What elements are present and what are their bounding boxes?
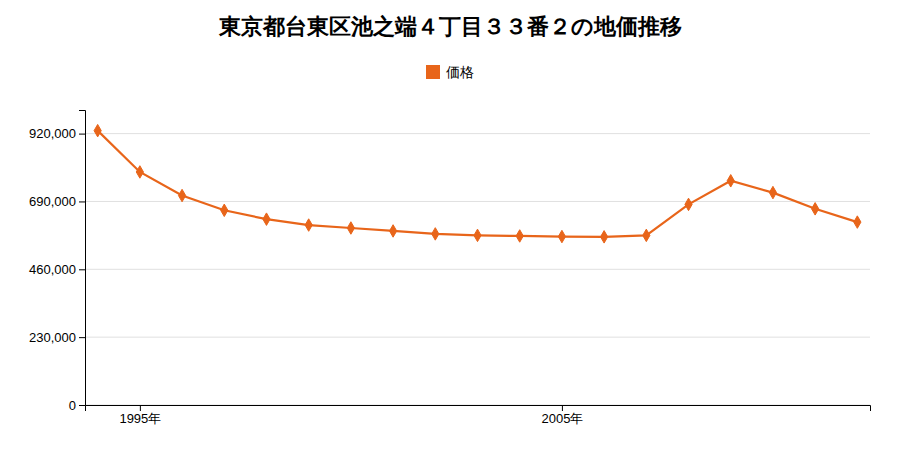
marker xyxy=(854,216,861,228)
marker xyxy=(643,229,650,241)
marker xyxy=(389,225,396,237)
marker xyxy=(94,124,101,136)
x-tick: 1995年 xyxy=(119,405,161,426)
x-tick: 2005年 xyxy=(541,405,583,426)
y-tick-label: 230,000 xyxy=(29,330,76,345)
marker xyxy=(601,231,608,243)
marker xyxy=(136,166,143,178)
y-tick: 230,000 xyxy=(29,330,85,345)
marker xyxy=(432,228,439,240)
y-tick: 460,000 xyxy=(29,262,85,277)
x-tick-mark xyxy=(562,405,563,411)
y-tick-mark xyxy=(79,269,85,270)
marker xyxy=(305,219,312,231)
marker xyxy=(347,222,354,234)
x-axis-line xyxy=(86,406,871,412)
marker xyxy=(178,189,185,201)
x-axis: 1995年 2005年 xyxy=(86,405,871,426)
y-tick: 0 xyxy=(69,398,85,413)
y-tick: 690,000 xyxy=(29,194,85,209)
y-tick-label: 460,000 xyxy=(29,262,76,277)
grid-line xyxy=(85,133,870,134)
y-tick-label: 0 xyxy=(69,398,76,413)
marks xyxy=(94,124,861,243)
grid xyxy=(85,134,870,405)
y-tick-mark xyxy=(79,337,85,338)
marker xyxy=(769,186,776,198)
y-tick: 920,000 xyxy=(29,126,85,141)
line xyxy=(98,131,858,237)
marker xyxy=(516,230,523,242)
marker xyxy=(558,230,565,242)
marker xyxy=(685,198,692,210)
marker xyxy=(474,229,481,241)
plot-area: 1995年 2005年 0 230,000 460,000 690,000 920,000 xyxy=(29,111,871,427)
legend-swatch xyxy=(426,65,440,79)
chart: 東京都台東区池之端４丁目３３番２の地価推移 1995年 2005年 0 230,000 4… xyxy=(0,0,900,450)
marker xyxy=(727,175,734,187)
x-tick-mark xyxy=(140,405,141,411)
y-tick-mark xyxy=(79,405,85,406)
y-tick-mark xyxy=(79,134,85,135)
y-axis: 0 230,000 460,000 690,000 920,000 xyxy=(29,111,86,413)
legend-item: 価格 xyxy=(426,64,474,80)
x-tick-label: 2005年 xyxy=(541,411,583,426)
x-tick-label: 1995年 xyxy=(119,411,161,426)
marker xyxy=(221,204,228,216)
legend: 価格 xyxy=(426,64,474,80)
grid-line xyxy=(85,337,870,338)
title: 東京都台東区池之端４丁目３３番２の地価推移 xyxy=(218,14,682,39)
y-tick-mark xyxy=(79,201,85,202)
y-tick-label: 690,000 xyxy=(29,194,76,209)
marker xyxy=(263,213,270,225)
legend-label: 価格 xyxy=(446,64,474,80)
grid-line xyxy=(85,269,870,270)
y-tick-label: 920,000 xyxy=(29,126,76,141)
y-axis-line xyxy=(79,111,86,406)
marker xyxy=(812,203,819,215)
